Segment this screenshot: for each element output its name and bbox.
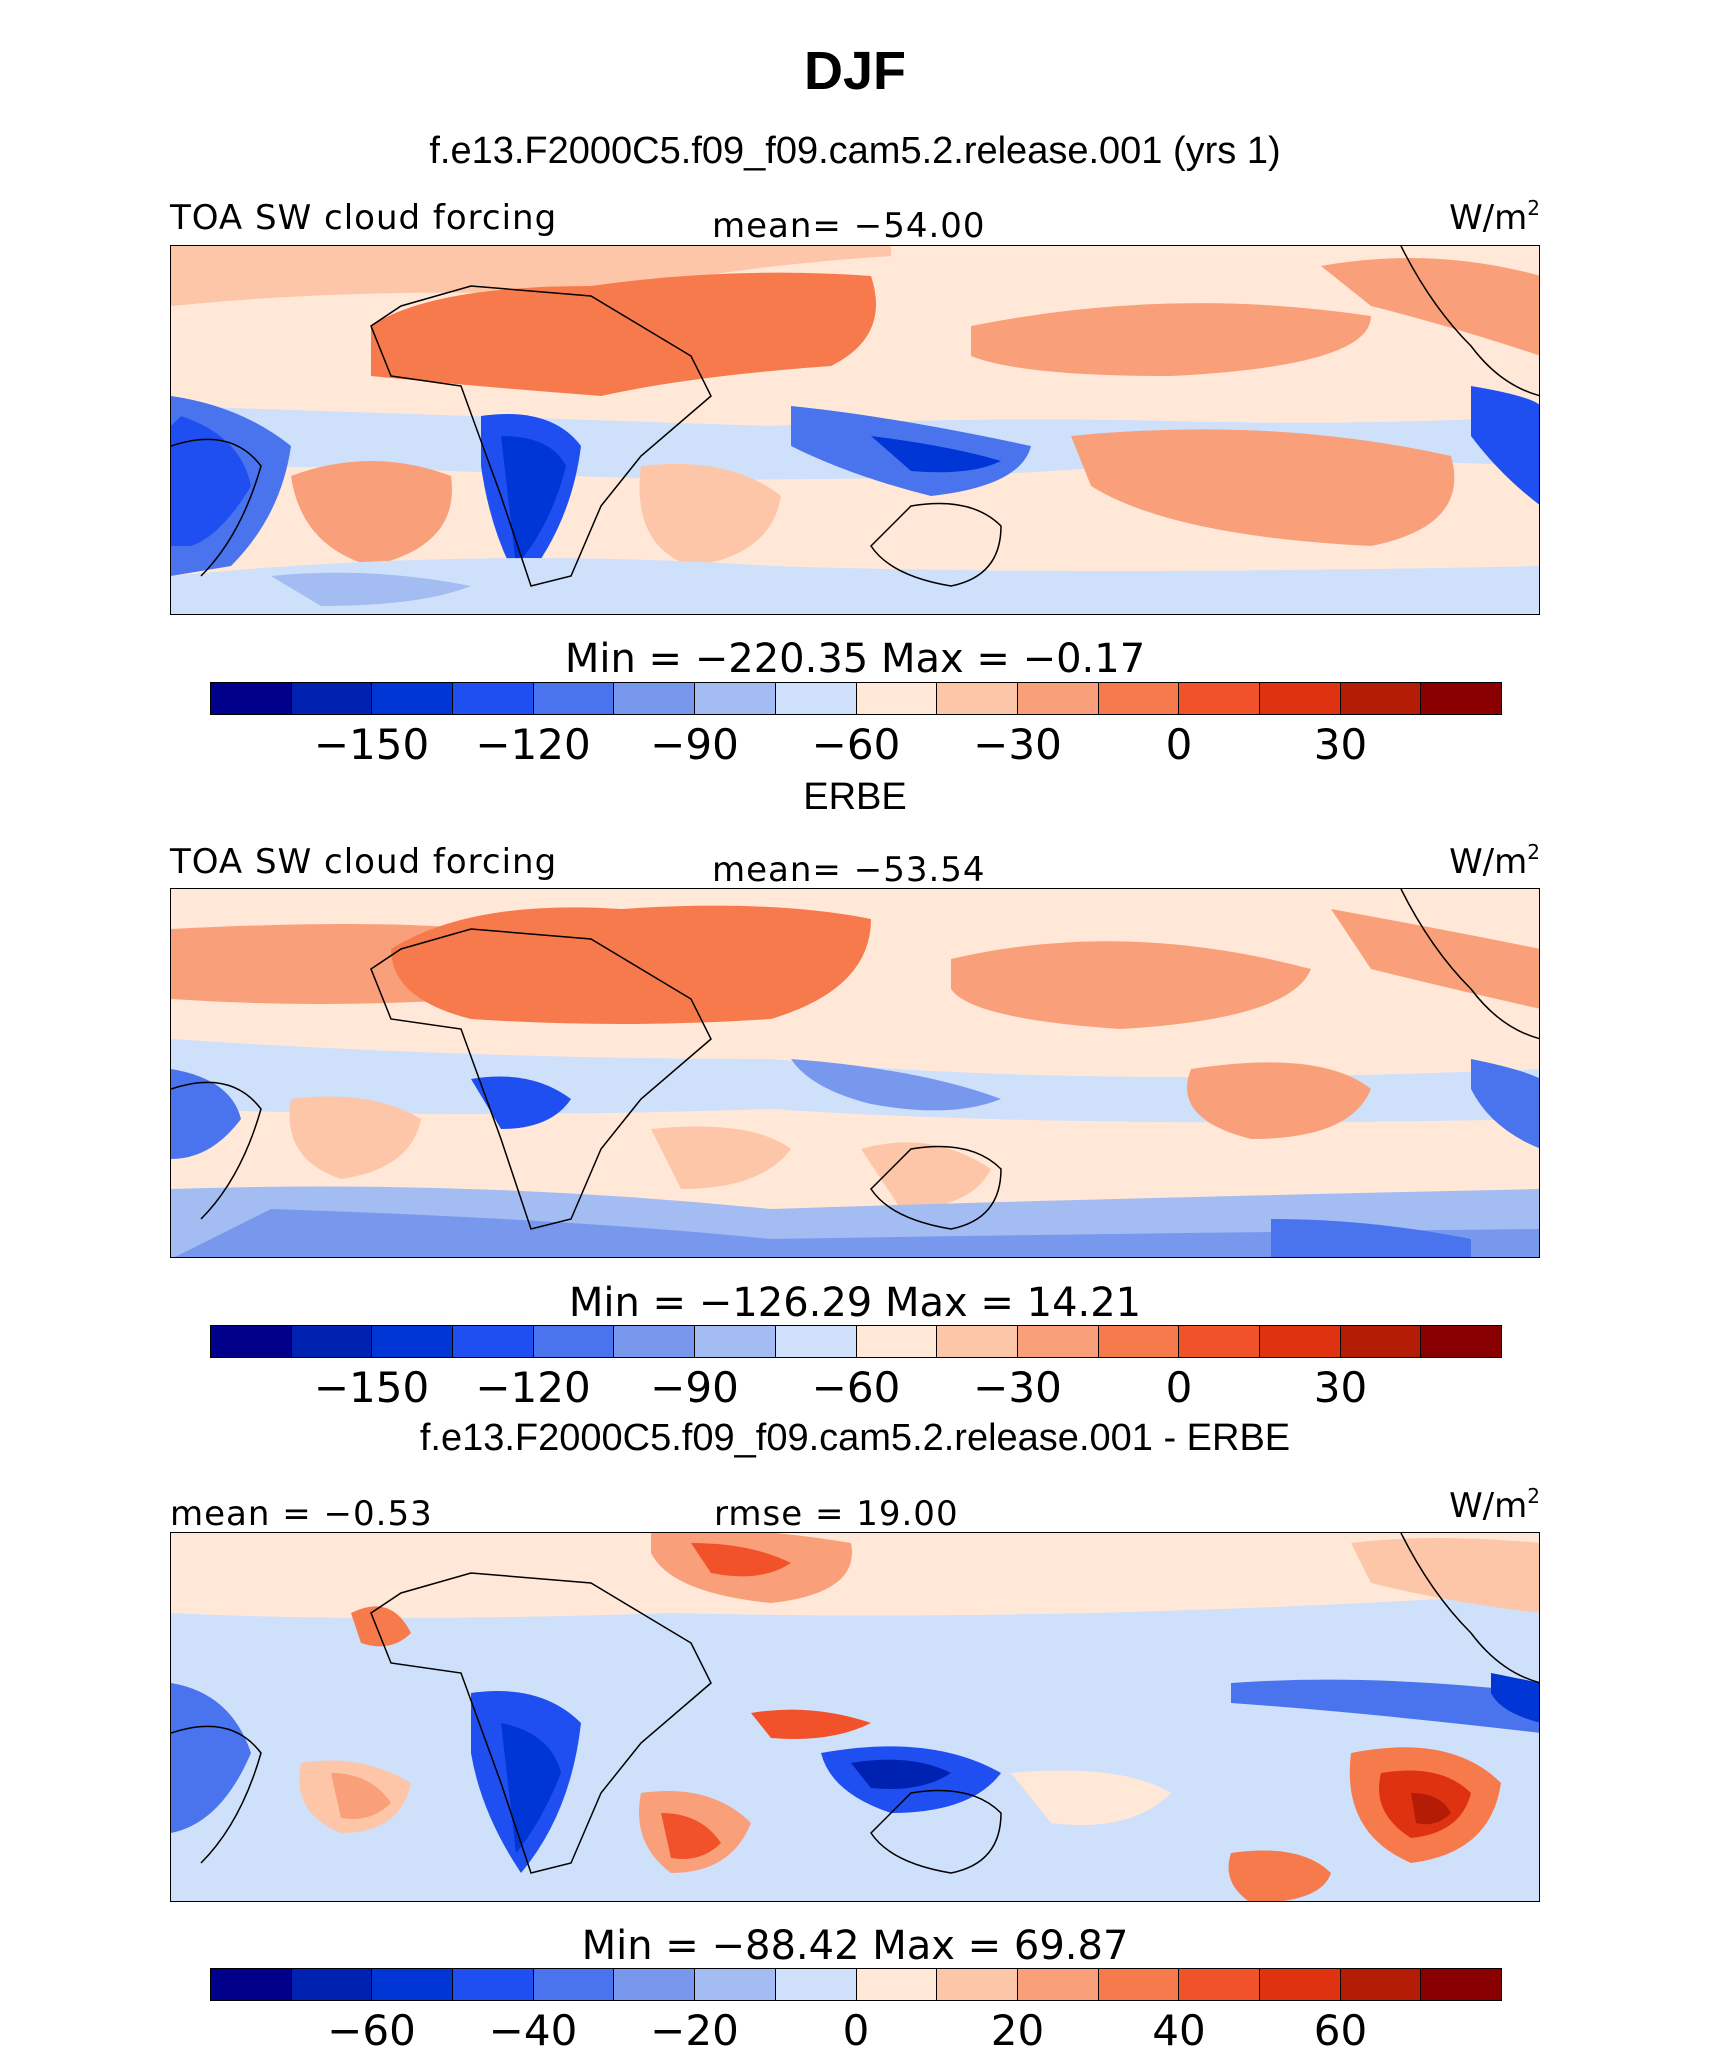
colorbar-tick-label: 60 bbox=[1313, 2006, 1368, 2055]
colorbar-cell bbox=[453, 1326, 534, 1357]
panel-1-mean-label: mean= −54.00 bbox=[712, 206, 986, 246]
colorbar-tick-label: −60 bbox=[811, 1363, 901, 1412]
colorbar-cell bbox=[614, 1969, 696, 2000]
colorbar-cell bbox=[614, 1326, 696, 1357]
panel-3-field-svg bbox=[171, 1533, 1539, 1901]
colorbar-cell bbox=[453, 683, 534, 714]
colorbar-cell bbox=[1179, 1326, 1260, 1357]
panel-1-colorbar bbox=[210, 682, 1502, 715]
colorbar-cell bbox=[775, 1326, 857, 1357]
colorbar-cell bbox=[291, 683, 373, 714]
colorbar-tick-label: 30 bbox=[1313, 720, 1368, 769]
colorbar-cell bbox=[1421, 1969, 1501, 2000]
panel-3-rmse-label: rmse = 19.00 bbox=[714, 1494, 959, 1534]
colorbar-cell bbox=[533, 1969, 615, 2000]
colorbar-tick-label: 0 bbox=[1165, 720, 1193, 769]
panel-3-mean-label: mean = −0.53 bbox=[170, 1494, 433, 1534]
panel-3-subtitle: f.e13.F2000C5.f09_f09.cam5.2.release.001… bbox=[419, 1417, 1291, 1459]
colorbar-tick-label: −120 bbox=[475, 720, 591, 769]
colorbar-cell bbox=[1179, 683, 1260, 714]
colorbar-cell bbox=[614, 683, 696, 714]
colorbar-cell bbox=[1017, 1969, 1099, 2000]
colorbar-tick-label: 20 bbox=[990, 2006, 1045, 2055]
panel-1-subtitle: f.e13.F2000C5.f09_f09.cam5.2.release.001… bbox=[429, 130, 1281, 172]
colorbar-tick-label: −150 bbox=[313, 1363, 430, 1412]
colorbar-cell bbox=[937, 683, 1018, 714]
colorbar-cell bbox=[937, 1969, 1018, 2000]
colorbar-tick-label: 0 bbox=[842, 2006, 870, 2055]
colorbar-tick-label: −20 bbox=[650, 2006, 739, 2055]
colorbar-cell bbox=[1259, 1969, 1341, 2000]
panel-3-minmax: Min = −88.42 Max = 69.87 bbox=[581, 1923, 1129, 1969]
figure-title: DJF bbox=[803, 41, 906, 101]
colorbar-cell bbox=[775, 1969, 857, 2000]
panel-3-colorbar bbox=[210, 1968, 1502, 2001]
colorbar-cell bbox=[1259, 1326, 1341, 1357]
colorbar-tick-label: −120 bbox=[475, 1363, 591, 1412]
panel-1-map bbox=[170, 245, 1540, 615]
panel-2-map bbox=[170, 888, 1540, 1258]
colorbar-tick-label: −30 bbox=[973, 1363, 1062, 1412]
colorbar-tick-label: 0 bbox=[1165, 1363, 1193, 1412]
panel-2-subtitle: ERBE bbox=[803, 776, 907, 818]
colorbar-cell bbox=[695, 683, 776, 714]
colorbar-tick-label: 40 bbox=[1152, 2006, 1206, 2055]
colorbar-cell bbox=[856, 1969, 938, 2000]
panel-2-variable-label: TOA SW cloud forcing bbox=[170, 842, 558, 882]
colorbar-cell bbox=[211, 1326, 292, 1357]
colorbar-cell bbox=[1421, 1326, 1501, 1357]
colorbar-cell bbox=[1098, 1326, 1180, 1357]
colorbar-cell bbox=[775, 683, 857, 714]
colorbar-cell bbox=[453, 1969, 534, 2000]
colorbar-cell bbox=[695, 1326, 776, 1357]
colorbar-cell bbox=[533, 1326, 615, 1357]
panel-2-colorbar bbox=[210, 1325, 1502, 1358]
panel-3-map bbox=[170, 1532, 1540, 1902]
colorbar-cell bbox=[211, 683, 292, 714]
colorbar-tick-label: 30 bbox=[1313, 1363, 1368, 1412]
colorbar-tick-label: −150 bbox=[313, 720, 430, 769]
panel-2-minmax: Min = −126.29 Max = 14.21 bbox=[568, 1280, 1142, 1326]
colorbar-cell bbox=[1017, 683, 1099, 714]
colorbar-cell bbox=[1340, 683, 1422, 714]
colorbar-tick-label: −30 bbox=[973, 720, 1062, 769]
panel-3-units: W/m2 bbox=[1449, 1484, 1540, 1526]
colorbar-tick-label: −90 bbox=[650, 1363, 739, 1412]
colorbar-cell bbox=[211, 1969, 292, 2000]
colorbar-cell bbox=[856, 683, 938, 714]
colorbar-cell bbox=[856, 1326, 938, 1357]
colorbar-cell bbox=[1340, 1326, 1422, 1357]
colorbar-cell bbox=[291, 1969, 373, 2000]
colorbar-cell bbox=[291, 1326, 373, 1357]
colorbar-cell bbox=[937, 1326, 1018, 1357]
colorbar-cell bbox=[372, 1326, 454, 1357]
panel-1-field-svg bbox=[171, 246, 1539, 614]
colorbar-cell bbox=[1259, 683, 1341, 714]
colorbar-cell bbox=[1421, 683, 1501, 714]
colorbar-cell bbox=[1340, 1969, 1422, 2000]
colorbar-tick-label: −40 bbox=[488, 2006, 578, 2055]
colorbar-cell bbox=[372, 683, 454, 714]
colorbar-cell bbox=[1179, 1969, 1260, 2000]
panel-2-field-svg bbox=[171, 889, 1539, 1257]
panel-2-units: W/m2 bbox=[1449, 840, 1540, 882]
panel-2-mean-label: mean= −53.54 bbox=[712, 850, 986, 890]
panel-1-variable-label: TOA SW cloud forcing bbox=[170, 198, 558, 238]
colorbar-cell bbox=[533, 683, 615, 714]
colorbar-tick-label: −60 bbox=[327, 2006, 416, 2055]
colorbar-tick-label: −60 bbox=[811, 720, 901, 769]
panel-1-minmax: Min = −220.35 Max = −0.17 bbox=[564, 636, 1146, 682]
colorbar-cell bbox=[372, 1969, 454, 2000]
colorbar-cell bbox=[695, 1969, 776, 2000]
colorbar-cell bbox=[1098, 683, 1180, 714]
panel-1-units: W/m2 bbox=[1449, 196, 1540, 238]
colorbar-cell bbox=[1017, 1326, 1099, 1357]
colorbar-cell bbox=[1098, 1969, 1180, 2000]
colorbar-tick-label: −90 bbox=[650, 720, 739, 769]
